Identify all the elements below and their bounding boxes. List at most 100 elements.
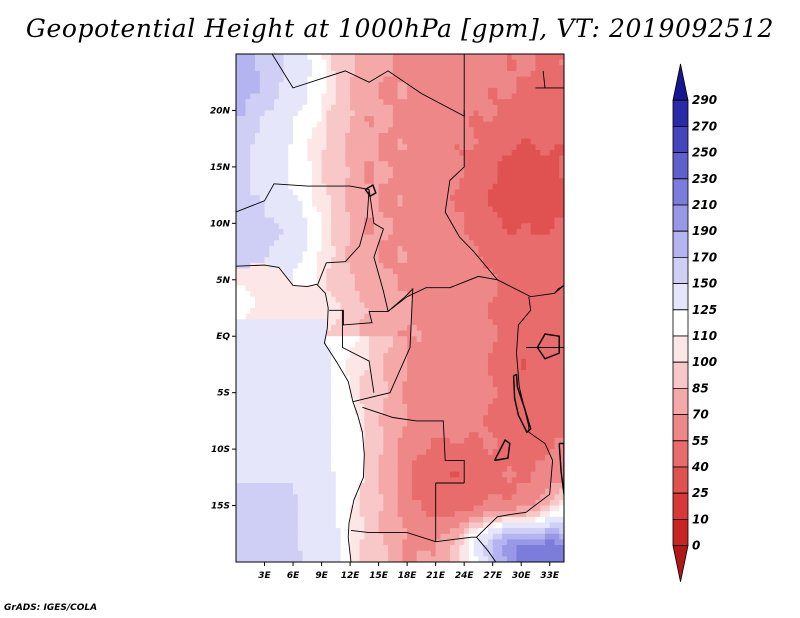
field-cell xyxy=(525,245,532,253)
field-cell xyxy=(544,285,551,292)
field-cell xyxy=(549,375,556,382)
field-cell xyxy=(525,375,532,382)
field-cell xyxy=(407,189,413,196)
field-cell xyxy=(250,178,256,185)
field-cell xyxy=(502,234,508,241)
field-cell xyxy=(288,268,294,275)
field-cell xyxy=(345,212,351,219)
field-cell xyxy=(274,76,280,83)
field-cell xyxy=(288,200,294,207)
field-cell xyxy=(240,172,247,179)
field-cell xyxy=(331,138,337,145)
field-cell xyxy=(255,313,261,320)
field-cell xyxy=(274,54,280,61)
field-cell xyxy=(421,161,427,168)
field-cell xyxy=(416,330,422,337)
field-cell xyxy=(497,82,503,89)
field-cell xyxy=(544,172,551,179)
field-cell xyxy=(540,443,546,450)
field-cell xyxy=(278,443,285,450)
field-cell xyxy=(468,324,475,332)
field-cell xyxy=(245,251,251,258)
field-cell xyxy=(445,76,451,83)
field-cell xyxy=(402,398,408,405)
field-cell xyxy=(255,251,261,258)
field-cell xyxy=(454,133,461,140)
field-cell xyxy=(402,161,408,168)
field-cell xyxy=(378,432,384,439)
field-cell xyxy=(511,364,518,371)
field-cell xyxy=(502,398,508,405)
field-cell xyxy=(416,432,422,439)
field-cell xyxy=(331,358,337,366)
field-cell xyxy=(345,206,351,213)
field-cell xyxy=(525,104,532,112)
field-cell xyxy=(483,87,489,95)
field-cell xyxy=(307,54,313,61)
field-cell xyxy=(383,104,389,112)
field-cell xyxy=(426,228,432,236)
field-cell xyxy=(326,387,332,394)
field-cell xyxy=(530,415,537,422)
field-cell xyxy=(240,217,247,224)
field-cell xyxy=(468,420,475,428)
field-cell xyxy=(483,274,489,281)
field-cell xyxy=(421,353,427,360)
field-cell xyxy=(350,149,356,157)
field-cell xyxy=(459,166,465,174)
field-cell xyxy=(364,426,370,433)
field-cell xyxy=(288,313,294,320)
field-cell xyxy=(473,449,480,456)
field-cell xyxy=(521,381,527,388)
field-cell xyxy=(440,324,446,332)
field-cell xyxy=(255,403,261,411)
field-cell xyxy=(274,212,280,219)
field-cell xyxy=(502,116,508,123)
field-cell xyxy=(497,116,503,123)
field-cell xyxy=(397,324,403,332)
field-cell xyxy=(544,133,551,140)
field-cell xyxy=(345,223,351,230)
field-cell xyxy=(364,59,370,66)
field-cell xyxy=(525,381,532,388)
field-cell xyxy=(350,178,356,185)
field-cell xyxy=(540,93,546,100)
field-cell xyxy=(468,104,475,112)
field-cell xyxy=(307,166,313,174)
field-cell xyxy=(473,319,480,326)
field-cell xyxy=(297,268,304,275)
field-cell xyxy=(430,308,437,315)
field-cell xyxy=(321,70,327,78)
field-cell xyxy=(373,76,380,83)
field-cell xyxy=(478,155,484,162)
field-cell xyxy=(440,212,446,219)
field-cell xyxy=(245,172,251,179)
field-cell xyxy=(445,403,451,411)
field-cell xyxy=(335,358,342,366)
field-cell xyxy=(350,324,356,332)
field-cell xyxy=(297,291,304,298)
field-cell xyxy=(293,189,299,196)
field-cell xyxy=(269,178,275,185)
field-cell xyxy=(359,420,365,428)
field-cell xyxy=(316,161,323,168)
field-cell xyxy=(302,127,308,134)
field-cell xyxy=(544,274,551,281)
field-cell xyxy=(402,110,408,117)
field-cell xyxy=(359,87,365,95)
field-cell xyxy=(302,178,308,185)
field-cell xyxy=(544,217,551,224)
field-cell xyxy=(373,319,380,326)
field-cell xyxy=(274,133,280,140)
field-cell xyxy=(288,319,294,326)
field-cell xyxy=(478,200,484,207)
field-cell xyxy=(307,302,313,309)
field-cell xyxy=(307,274,313,281)
field-cell xyxy=(302,268,308,275)
field-cell xyxy=(359,251,365,258)
field-cell xyxy=(435,454,441,461)
field-cell xyxy=(402,375,408,382)
field-cell xyxy=(535,392,541,399)
field-cell xyxy=(269,403,275,411)
field-cell xyxy=(483,336,489,343)
